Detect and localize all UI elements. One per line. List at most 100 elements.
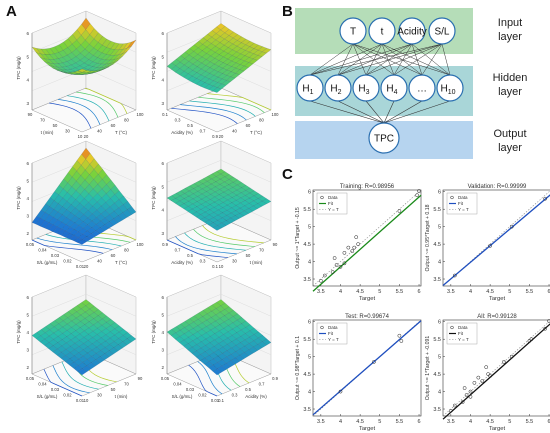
surface-plot: 3 4 5 6 TPC (mg/g) 90 70 50 30 10 t (min) 20 40 60 80 1… xyxy=(16,10,144,139)
x-tick-label: 0.1 xyxy=(162,112,168,117)
plot-title: Training: R=0.98956 xyxy=(340,184,395,190)
x-axis-label: S/L (g/mL) xyxy=(37,260,58,265)
x-tick-label: 10 xyxy=(78,134,83,139)
data-point xyxy=(484,365,489,369)
surface-facet xyxy=(200,357,210,365)
y-tick-label: 6 xyxy=(308,190,311,196)
legend-identity-label: Y = T xyxy=(458,337,469,342)
surface-facet xyxy=(209,69,219,76)
edge-input-hidden xyxy=(309,43,383,76)
surface-facet xyxy=(217,217,227,224)
x-tick-label: 5 xyxy=(378,419,381,425)
surface-facet xyxy=(204,214,214,221)
surface-plot: 2 3 4 5 6 TPC (mg/g) 0.050.04 0.030.02 0.01 S/L (… xyxy=(16,274,143,403)
data-point xyxy=(509,224,514,229)
surface-facet xyxy=(40,57,50,64)
data-point xyxy=(476,375,481,380)
z-tick-label: 6 xyxy=(26,161,29,166)
x-axis-label: Target xyxy=(489,426,506,432)
surface-facet xyxy=(113,53,124,60)
edge-input-hidden xyxy=(381,43,451,76)
y-axis-label: Acidity (%) xyxy=(245,394,267,399)
wall-gridline xyxy=(31,293,137,317)
y-tick-label: 5.5 xyxy=(303,207,311,213)
surface-facet xyxy=(101,47,111,55)
y-tick-label: 4 xyxy=(308,260,311,266)
floor-contour xyxy=(31,239,104,254)
edge-hidden-output xyxy=(383,100,423,124)
y-tick-label: 40 xyxy=(97,129,102,134)
surface-facet xyxy=(40,220,50,229)
z-tick-label: 4 xyxy=(26,196,29,201)
data-point xyxy=(397,209,402,213)
surface-facet xyxy=(187,347,197,354)
y-tick-label: 90 xyxy=(273,242,278,247)
x-axis-label: Target xyxy=(489,296,506,302)
floor-contour xyxy=(58,99,101,125)
surface-facet xyxy=(219,321,229,329)
surface-facet xyxy=(179,71,189,78)
x-axis-label: Acidity (%) xyxy=(171,260,193,265)
data-point xyxy=(352,245,357,250)
data-point xyxy=(488,244,492,248)
data-point xyxy=(354,235,359,239)
surface-facet xyxy=(36,48,46,55)
floor-contour xyxy=(43,369,83,397)
surface-facet xyxy=(212,87,222,93)
x-tick-label: 6 xyxy=(548,289,550,295)
y-tick-label: 3.5 xyxy=(433,277,441,283)
x-tick-label: 90 xyxy=(28,112,33,117)
edge-input-hidden xyxy=(309,43,443,76)
regression-plot: All: R=0.99128 3.5 4 4.5 5 5.5 6 3.5 4 4.5 5 5.5 6 Ta… xyxy=(425,314,550,432)
z-tick-label: 6 xyxy=(161,295,164,300)
surface-facet xyxy=(104,63,114,69)
y-tick-label: 0.1 xyxy=(218,398,224,403)
y-tick-label: 5.5 xyxy=(303,337,311,343)
x-tick-label: 0.02 xyxy=(63,393,72,398)
x-tick-label: 5 xyxy=(508,419,511,425)
x-tick-label: 0.05 xyxy=(161,376,170,381)
data-point xyxy=(460,400,465,404)
data-point xyxy=(356,242,361,246)
edge-input-hidden xyxy=(309,43,354,76)
surface-facet xyxy=(80,39,90,50)
surface-facet xyxy=(126,39,137,49)
y-tick-label: 0.5 xyxy=(245,387,251,392)
edge-hidden-output xyxy=(337,100,385,124)
surface-facet xyxy=(248,346,258,354)
legend-fit-label: Fit xyxy=(328,201,334,206)
surface-facet xyxy=(232,179,243,186)
data-point xyxy=(543,326,547,331)
surface-facet xyxy=(105,198,115,208)
hidden-layer-label-1: Hidden xyxy=(493,72,528,84)
identity-line xyxy=(312,189,422,287)
hidden-node xyxy=(380,74,408,102)
y-tick-label: 5 xyxy=(438,355,441,361)
surface-facet xyxy=(49,191,59,201)
surface-facet xyxy=(74,65,85,71)
surface-facet xyxy=(209,339,219,347)
floor-contour xyxy=(189,100,256,117)
fit-line xyxy=(312,320,422,416)
x-tick-label: 4.5 xyxy=(486,289,494,295)
z-tick-label: 3 xyxy=(161,101,164,106)
edge-input-hidden xyxy=(337,43,383,76)
surface-facet xyxy=(84,174,94,185)
surface-facet xyxy=(93,32,103,43)
y-tick-label: 20 xyxy=(84,134,89,139)
surface-facet xyxy=(53,203,63,213)
y-tick-label: 4.5 xyxy=(433,242,441,248)
x-tick-label: 0.01 xyxy=(76,264,85,269)
y-tick-label: 5 xyxy=(438,225,441,231)
surface-facet xyxy=(65,233,75,240)
edge-input-hidden xyxy=(352,43,451,76)
edge-input-hidden xyxy=(411,43,451,76)
y-tick-label: 0.7 xyxy=(259,382,265,387)
data-point xyxy=(330,270,335,274)
y-tick-label: 60 xyxy=(111,253,116,258)
surface-facet xyxy=(200,82,210,89)
legend-box xyxy=(446,322,478,345)
surface-plot: 2 3 4 5 6 TPC (mg/g) 0.050.04 0.030.02 0.01 S/L (… xyxy=(151,274,279,403)
surface-facet xyxy=(89,38,99,49)
